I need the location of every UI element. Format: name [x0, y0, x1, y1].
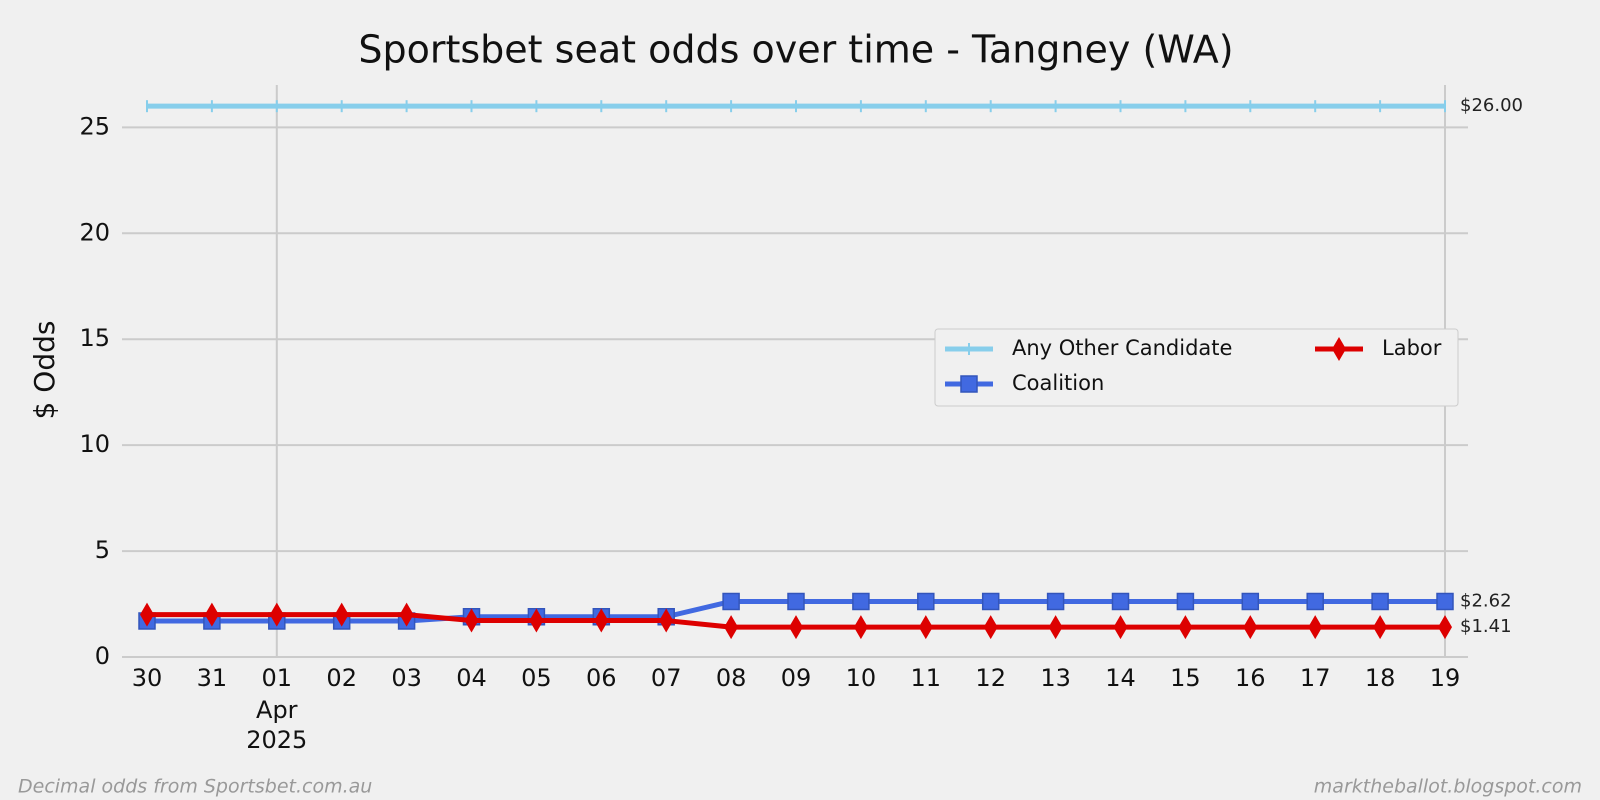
x-tick-label: 01 — [262, 664, 293, 692]
marker — [1046, 592, 1065, 611]
marker — [1306, 592, 1324, 611]
x-tick-label: 09 — [781, 664, 812, 692]
x-tick-label: 18 — [1365, 664, 1396, 692]
marker — [1111, 592, 1130, 611]
marker — [960, 375, 978, 393]
x-tick-label: 19 — [1430, 664, 1461, 692]
y-tick-label: 20 — [79, 218, 110, 246]
footnote: Decimal odds from Sportsbet.com.au — [18, 776, 372, 798]
marker — [529, 608, 544, 633]
x-tick-label: 10 — [846, 664, 877, 692]
end-label: $26.00 — [1460, 95, 1523, 116]
marker — [334, 602, 349, 627]
marker — [1048, 615, 1063, 640]
y-tick-label: 0 — [95, 642, 110, 670]
marker — [269, 602, 284, 627]
y-tick-label: 15 — [79, 324, 110, 352]
x-tick-label: 13 — [1040, 664, 1071, 692]
x-tick-label: 17 — [1300, 664, 1331, 692]
x-tick-label: 31 — [197, 664, 228, 692]
x-tick-label: 30 — [132, 664, 163, 692]
x-tick-label: 05 — [521, 664, 552, 692]
x-tick-label: 02 — [326, 664, 357, 692]
x-tick-label: 15 — [1170, 664, 1201, 692]
x-tick-sublabel: Apr — [256, 696, 298, 724]
marker — [1436, 592, 1454, 611]
marker — [853, 615, 868, 640]
marker — [1241, 592, 1260, 611]
legend-label: Labor — [1382, 336, 1442, 360]
x-tick-label: 08 — [716, 664, 747, 692]
marker — [204, 602, 219, 627]
marker — [917, 592, 935, 611]
marker — [981, 592, 1000, 611]
marker — [852, 592, 870, 611]
marker — [594, 608, 609, 633]
x-tick-label: 03 — [391, 664, 422, 692]
y-tick-label: 25 — [79, 112, 110, 140]
marker — [722, 592, 740, 611]
x-tick-label: 06 — [586, 664, 617, 692]
y-tick-label: 5 — [95, 536, 110, 564]
marker — [140, 602, 154, 627]
x-tick-label: 12 — [975, 664, 1006, 692]
legend: Any Other Candidate Coalition Labor — [934, 328, 1459, 407]
marker — [983, 615, 998, 640]
marker — [1113, 615, 1128, 640]
x-tick-label: 14 — [1105, 664, 1136, 692]
y-tick-label: 10 — [79, 430, 110, 458]
end-label: $2.62 — [1460, 590, 1512, 611]
legend-label: Coalition — [1012, 371, 1104, 395]
y-axis-label: $ Odds — [28, 321, 61, 420]
marker — [1178, 615, 1193, 640]
marker — [787, 592, 805, 611]
marker — [659, 608, 674, 633]
marker — [464, 608, 479, 633]
chart-title: Sportsbet seat odds over time - Tangney … — [358, 28, 1233, 72]
marker — [918, 615, 933, 640]
legend-label: Any Other Candidate — [1012, 336, 1232, 360]
x-tick-label: 11 — [911, 664, 942, 692]
marker — [1308, 615, 1323, 640]
x-tick-label: 07 — [651, 664, 682, 692]
marker — [399, 602, 414, 627]
x-tick-label: 04 — [456, 664, 487, 692]
marker — [789, 615, 803, 640]
marker — [1332, 337, 1346, 361]
marker — [1438, 615, 1452, 640]
marker — [1243, 615, 1258, 640]
marker — [1371, 592, 1389, 611]
footnote: marktheballot.blogspot.com — [1314, 776, 1582, 798]
marker — [724, 615, 739, 640]
end-label: $1.41 — [1460, 616, 1512, 637]
x-tick-sublabel: 2025 — [246, 726, 307, 754]
marker — [1176, 592, 1195, 611]
x-tick-label: 16 — [1235, 664, 1266, 692]
marker — [1373, 615, 1388, 640]
